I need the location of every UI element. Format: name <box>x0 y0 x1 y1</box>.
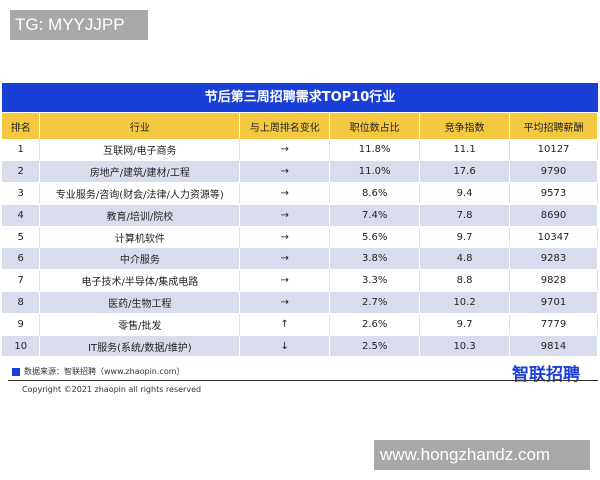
table-cell: 7 <box>2 269 41 293</box>
table-cell: → <box>239 139 331 162</box>
table-row: 9 零售/批发 ↑ 2.6% 9.7 7779 <box>2 313 598 336</box>
table-cell: → <box>239 182 331 205</box>
table-cell: 10127 <box>509 139 598 162</box>
table-cell: ↓ <box>239 335 331 358</box>
table-cell: 6 <box>2 247 41 271</box>
blue-square-icon <box>12 367 20 376</box>
table-cell: 9.7 <box>419 226 511 249</box>
table-cell: 8 <box>2 291 41 314</box>
table-cell: 9814 <box>509 335 598 358</box>
table-cell: 8690 <box>509 204 598 227</box>
table-cell: 17.6 <box>419 160 511 184</box>
table-row: 8 医药/生物工程 → 2.7% 10.2 9701 <box>2 291 598 314</box>
column-header: 职位数占比 <box>329 113 421 139</box>
table-cell: 7.8 <box>419 204 511 227</box>
table-cell: 中介服务 <box>39 247 241 271</box>
table-cell: 10347 <box>509 226 598 249</box>
table-cell: 4.8 <box>419 247 511 271</box>
zhaopin-logo: 智联招聘 <box>512 365 580 385</box>
table-row: 7 电子技术/半导体/集成电路 → 3.3% 8.8 9828 <box>2 269 598 293</box>
table-cell: 9701 <box>509 291 598 314</box>
table-row: 1 互联网/电子商务 → 11.8% 11.1 10127 <box>2 139 598 162</box>
table-cell: 3 <box>2 182 41 205</box>
table-cell: 10 <box>2 335 41 358</box>
table-cell: 9283 <box>509 247 598 271</box>
table-cell: 2.7% <box>329 291 421 314</box>
table-cell: 7.4% <box>329 204 421 227</box>
column-header: 竞争指数 <box>419 113 511 139</box>
table-cell: 1 <box>2 139 41 162</box>
table-cell: → <box>239 160 331 184</box>
divider <box>8 380 598 381</box>
table-cell: 4 <box>2 204 41 227</box>
column-header: 排名 <box>2 113 41 139</box>
table-title: 节后第三周招聘需求TOP10行业 <box>2 83 598 113</box>
table-cell: 电子技术/半导体/集成电路 <box>39 269 241 293</box>
watermark-top: TG: MYYJJPP <box>10 10 148 40</box>
table-cell: 专业服务/咨询(财会/法律/人力资源等) <box>39 182 241 205</box>
table-cell: → <box>239 204 331 227</box>
table-cell: 医药/生物工程 <box>39 291 241 314</box>
table-cell: 3.8% <box>329 247 421 271</box>
table-cell: 8.6% <box>329 182 421 205</box>
table-cell: → <box>239 247 331 271</box>
table-row: 2 房地产/建筑/建材/工程 → 11.0% 17.6 9790 <box>2 160 598 184</box>
table-cell: 11.8% <box>329 139 421 162</box>
source-text: 数据来源：智联招聘（www.zhaopin.com） <box>24 367 185 376</box>
table-cell: 房地产/建筑/建材/工程 <box>39 160 241 184</box>
table-cell: 零售/批发 <box>39 313 241 336</box>
table-row: 10 IT服务(系统/数据/维护) ↓ 2.5% 10.3 9814 <box>2 335 598 358</box>
table-cell: 9828 <box>509 269 598 293</box>
table-cell: ↑ <box>239 313 331 336</box>
table-row: 5 计算机软件 → 5.6% 9.7 10347 <box>2 226 598 249</box>
watermark-bottom: www.hongzhandz.com <box>374 440 590 470</box>
table-row: 3 专业服务/咨询(财会/法律/人力资源等) → 8.6% 9.4 9573 <box>2 182 598 205</box>
table-cell: 3.3% <box>329 269 421 293</box>
table-cell: → <box>239 269 331 293</box>
table-row: 4 教育/培训/院校 → 7.4% 7.8 8690 <box>2 204 598 227</box>
table-cell: 教育/培训/院校 <box>39 204 241 227</box>
column-header: 行业 <box>39 113 241 139</box>
table-cell: 7779 <box>509 313 598 336</box>
source-note: 数据来源：智联招聘（www.zhaopin.com） <box>12 366 185 377</box>
table-cell: 9.7 <box>419 313 511 336</box>
table-cell: 5 <box>2 226 41 249</box>
table-cell: 10.2 <box>419 291 511 314</box>
column-header: 与上周排名变化 <box>239 113 331 139</box>
table-cell: 9573 <box>509 182 598 205</box>
table-cell: 11.0% <box>329 160 421 184</box>
copyright: Copyright ©2021 zhaopin all rights reser… <box>22 385 202 394</box>
table-row: 6 中介服务 → 3.8% 4.8 9283 <box>2 247 598 271</box>
table-cell: 9790 <box>509 160 598 184</box>
table-cell: 9.4 <box>419 182 511 205</box>
table-cell: 11.1 <box>419 139 511 162</box>
industry-table: 排名 行业 与上周排名变化 职位数占比 竞争指数 平均招聘薪酬 1 互联网/电子商务 → 11.… <box>2 113 598 358</box>
table-cell: 2.6% <box>329 313 421 336</box>
table-cell: → <box>239 226 331 249</box>
table-cell: → <box>239 291 331 314</box>
column-header: 平均招聘薪酬 <box>509 113 598 139</box>
table-cell: 互联网/电子商务 <box>39 139 241 162</box>
table-cell: IT服务(系统/数据/维护) <box>39 335 241 358</box>
table-cell: 2.5% <box>329 335 421 358</box>
table-cell: 2 <box>2 160 41 184</box>
table-cell: 10.3 <box>419 335 511 358</box>
table-cell: 9 <box>2 313 41 336</box>
table-cell: 8.8 <box>419 269 511 293</box>
table-cell: 5.6% <box>329 226 421 249</box>
table-cell: 计算机软件 <box>39 226 241 249</box>
